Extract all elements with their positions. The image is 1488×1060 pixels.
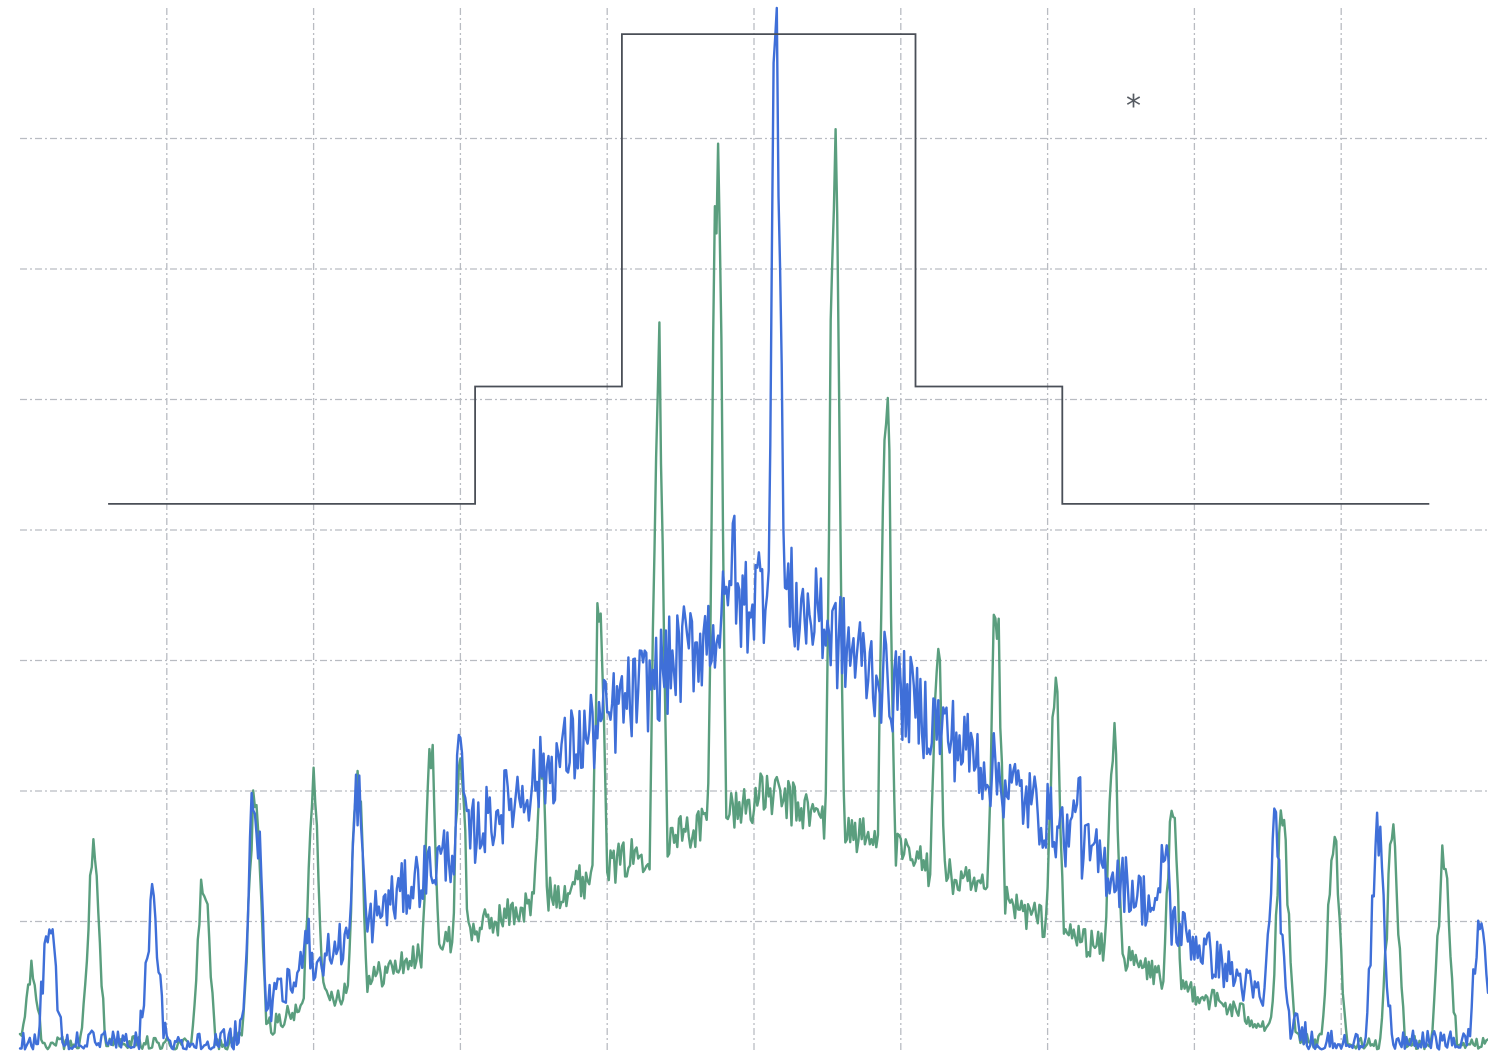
annotation-asterisk: * xyxy=(1126,89,1141,124)
series-line-2 xyxy=(18,6,1488,1051)
mask-step-line xyxy=(108,33,1430,505)
mask-outline xyxy=(108,33,1430,505)
grid xyxy=(20,8,1488,1052)
series-lines xyxy=(18,6,1488,1051)
